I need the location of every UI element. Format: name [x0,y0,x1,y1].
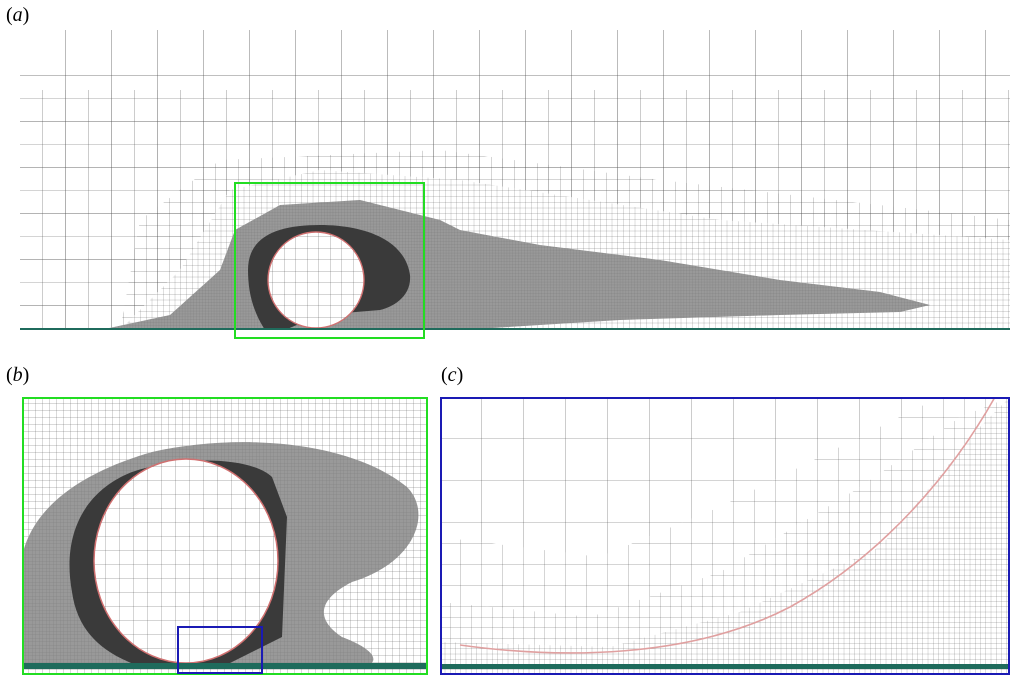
panel-a-mesh [20,30,1010,339]
panel-b-mesh [22,397,428,675]
zoom-box-c-frame [440,397,1010,675]
panel-label-a: (a) [6,4,30,26]
panel-label-b: (b) [6,364,30,386]
panel-label-c: (c) [441,364,464,386]
wall [20,328,1010,330]
panel-c-mesh [440,397,1010,675]
zoom-box-c [177,626,263,674]
wall-b [22,663,428,669]
interface-arc-c [459,397,996,654]
zoom-box-b [234,182,425,339]
wall-c [440,664,1010,669]
